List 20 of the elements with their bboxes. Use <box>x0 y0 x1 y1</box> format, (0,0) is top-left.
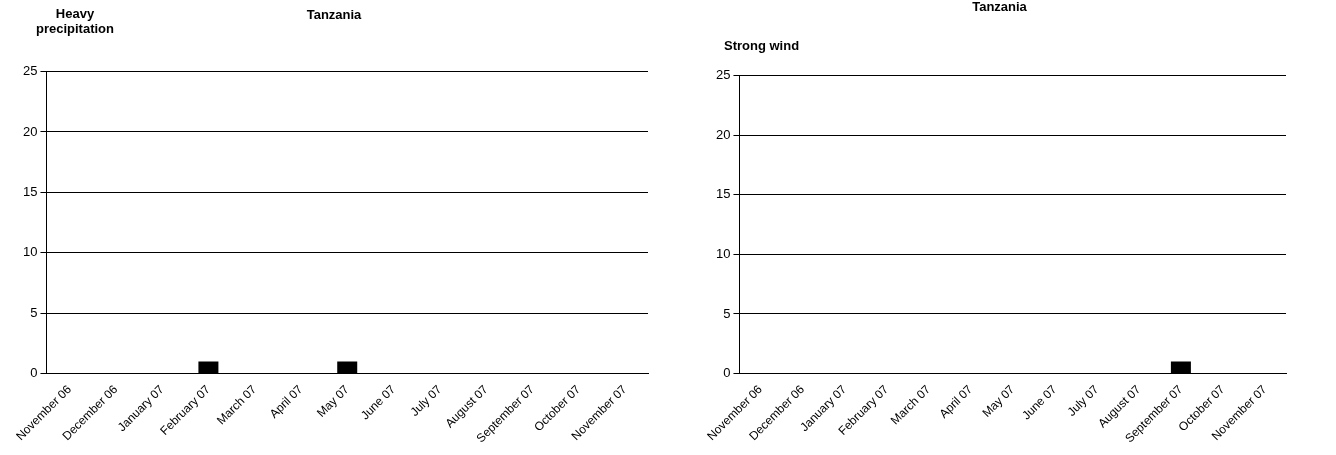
chart-title: Tanzania <box>306 7 363 23</box>
y-tick-label: 25 <box>715 67 731 83</box>
x-tick-label: May 07 <box>979 381 1018 420</box>
x-tick-label: May 07 <box>313 381 352 420</box>
x-tick-label: July 07 <box>407 381 445 419</box>
y-tick-label: 0 <box>30 365 38 381</box>
y-tick-label: 5 <box>30 304 38 320</box>
x-tick-label: July 07 <box>1064 381 1102 419</box>
y-tick-label: 0 <box>723 365 731 381</box>
chart-title: Tanzania <box>972 0 1028 15</box>
y-tick-label: 10 <box>22 244 38 260</box>
y-tick-label: 10 <box>715 245 731 261</box>
y-tick-label: 15 <box>22 183 38 199</box>
y-tick-label: 15 <box>715 186 731 202</box>
y-axis-title: Heavy precipitation <box>35 6 115 36</box>
y-tick-label: 20 <box>715 126 731 142</box>
y-axis-title: Strong wind <box>724 38 800 53</box>
y-tick-label: 5 <box>723 305 731 321</box>
y-tick-label: 25 <box>22 63 38 79</box>
y-tick-label: 20 <box>22 123 38 139</box>
